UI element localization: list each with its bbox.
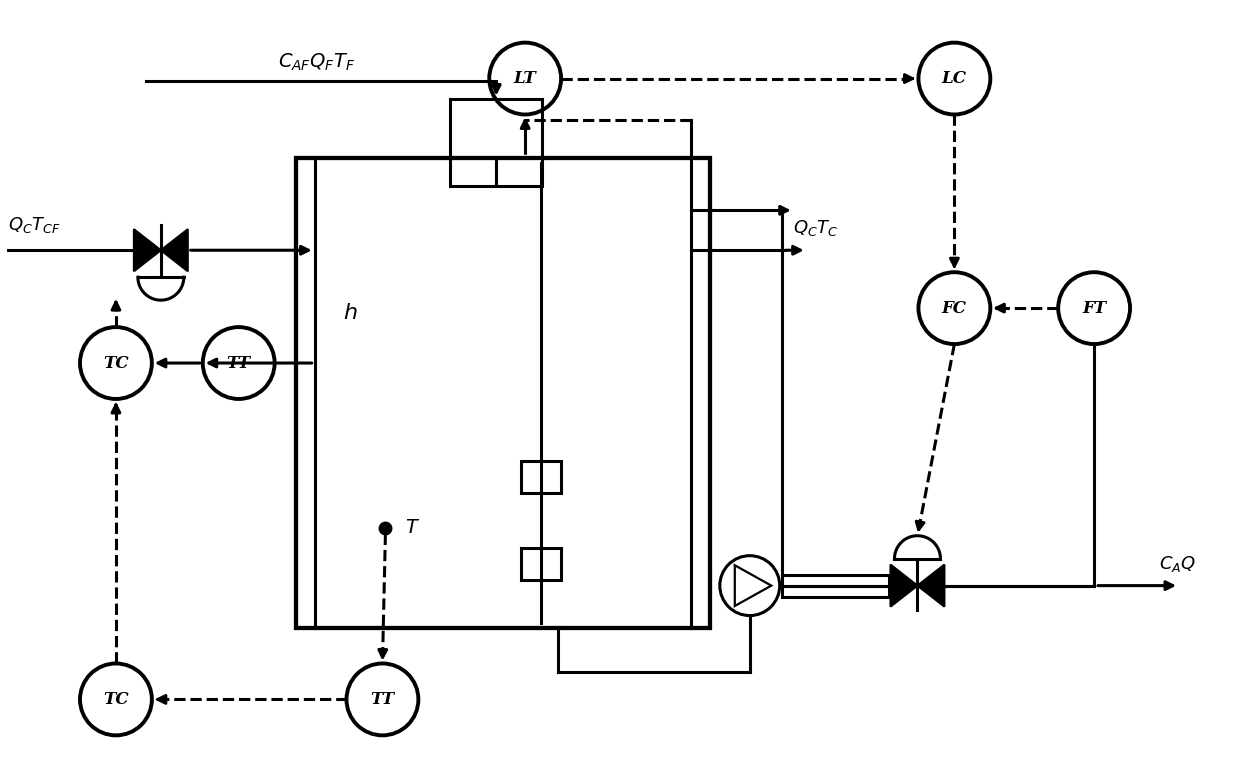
Text: FT: FT	[1083, 299, 1106, 317]
Text: $C_A Q$: $C_A Q$	[1159, 553, 1197, 574]
Text: TT: TT	[227, 355, 250, 371]
Text: $Q_C T_{CF}$: $Q_C T_{CF}$	[9, 215, 61, 235]
Text: LC: LC	[942, 70, 967, 87]
Bar	[295, 158, 709, 628]
Polygon shape	[890, 565, 918, 606]
Text: TT: TT	[371, 691, 394, 708]
Polygon shape	[161, 229, 187, 271]
Text: $C_{AF}Q_F T_F$: $C_{AF}Q_F T_F$	[278, 52, 355, 73]
Text: $h$: $h$	[343, 302, 358, 324]
Bar	[450, 99, 542, 186]
Text: TC: TC	[103, 355, 129, 371]
Text: $Q_C T_C$: $Q_C T_C$	[792, 218, 838, 238]
Bar	[521, 548, 560, 580]
Bar	[521, 461, 560, 493]
Text: FC: FC	[942, 299, 967, 317]
Text: TC: TC	[103, 691, 129, 708]
Polygon shape	[918, 565, 945, 606]
Text: LT: LT	[513, 70, 537, 87]
Bar	[781, 575, 889, 597]
Text: $T$: $T$	[405, 518, 420, 537]
Polygon shape	[134, 229, 161, 271]
